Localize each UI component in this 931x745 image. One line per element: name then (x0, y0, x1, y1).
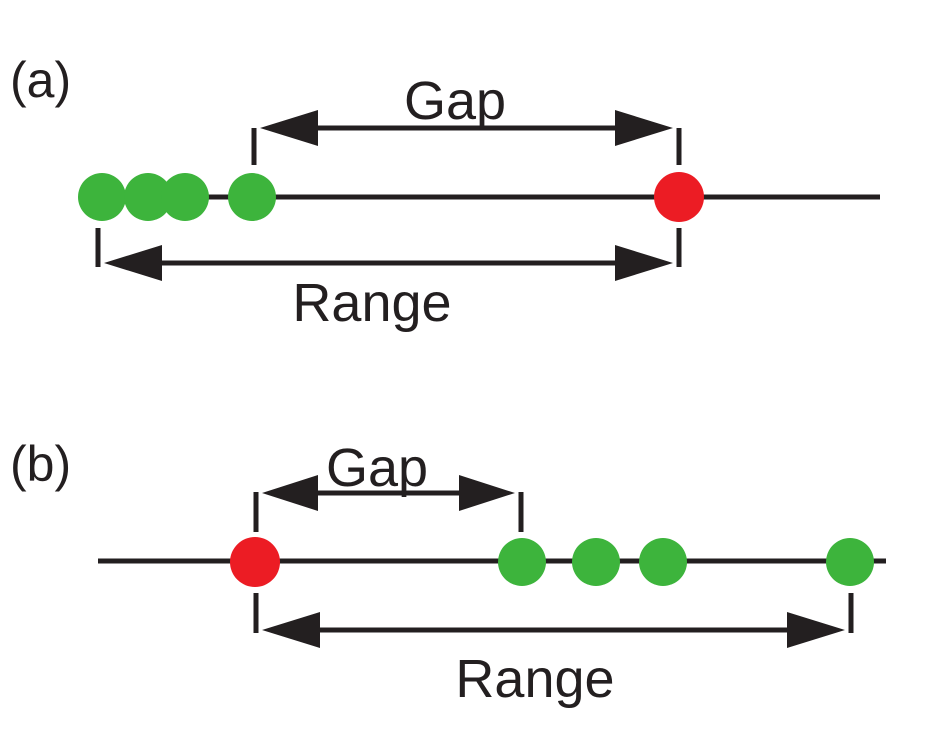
panel-b-green-point-2 (572, 538, 620, 586)
panel-a-range-arrowhead-left (104, 245, 162, 281)
panel-b-green-point-1 (498, 538, 546, 586)
panel-b-label: (b) (10, 436, 71, 492)
panel-a-label: (a) (10, 52, 71, 108)
panel-b: (b) Gap Range (10, 436, 886, 709)
panel-b-red-point (230, 537, 280, 587)
panel-a-range-arrowhead-right (615, 245, 673, 281)
panel-a-range-dimension: Range (95, 228, 682, 333)
panel-b-gap-dimension: Gap (253, 438, 524, 532)
panel-b-range-arrowhead-right (787, 612, 845, 648)
panel-a-green-point-4 (228, 173, 276, 221)
panel-b-gap-arrowhead-right (459, 475, 515, 511)
panel-b-range-label: Range (455, 649, 614, 709)
panel-b-gap-arrowhead-left (262, 475, 318, 511)
panel-a-gap-arrowhead-left (260, 110, 318, 146)
panel-a-range-label: Range (292, 273, 451, 333)
panel-a-green-point-3 (161, 173, 209, 221)
panel-b-range-dimension: Range (253, 593, 854, 709)
panel-b-range-arrowhead-left (262, 612, 320, 648)
panel-a-gap-label: Gap (404, 71, 506, 131)
panel-a: (a) Gap Range (10, 52, 880, 333)
panel-a-green-point-2 (124, 173, 172, 221)
panel-a-gap-dimension: Gap (251, 71, 682, 165)
panel-a-red-point (654, 172, 704, 222)
panel-a-green-point-1 (78, 173, 126, 221)
panel-b-green-point-3 (639, 538, 687, 586)
panel-b-green-point-4 (826, 538, 874, 586)
panel-a-gap-arrowhead-right (615, 110, 673, 146)
panel-b-gap-label: Gap (326, 438, 428, 498)
